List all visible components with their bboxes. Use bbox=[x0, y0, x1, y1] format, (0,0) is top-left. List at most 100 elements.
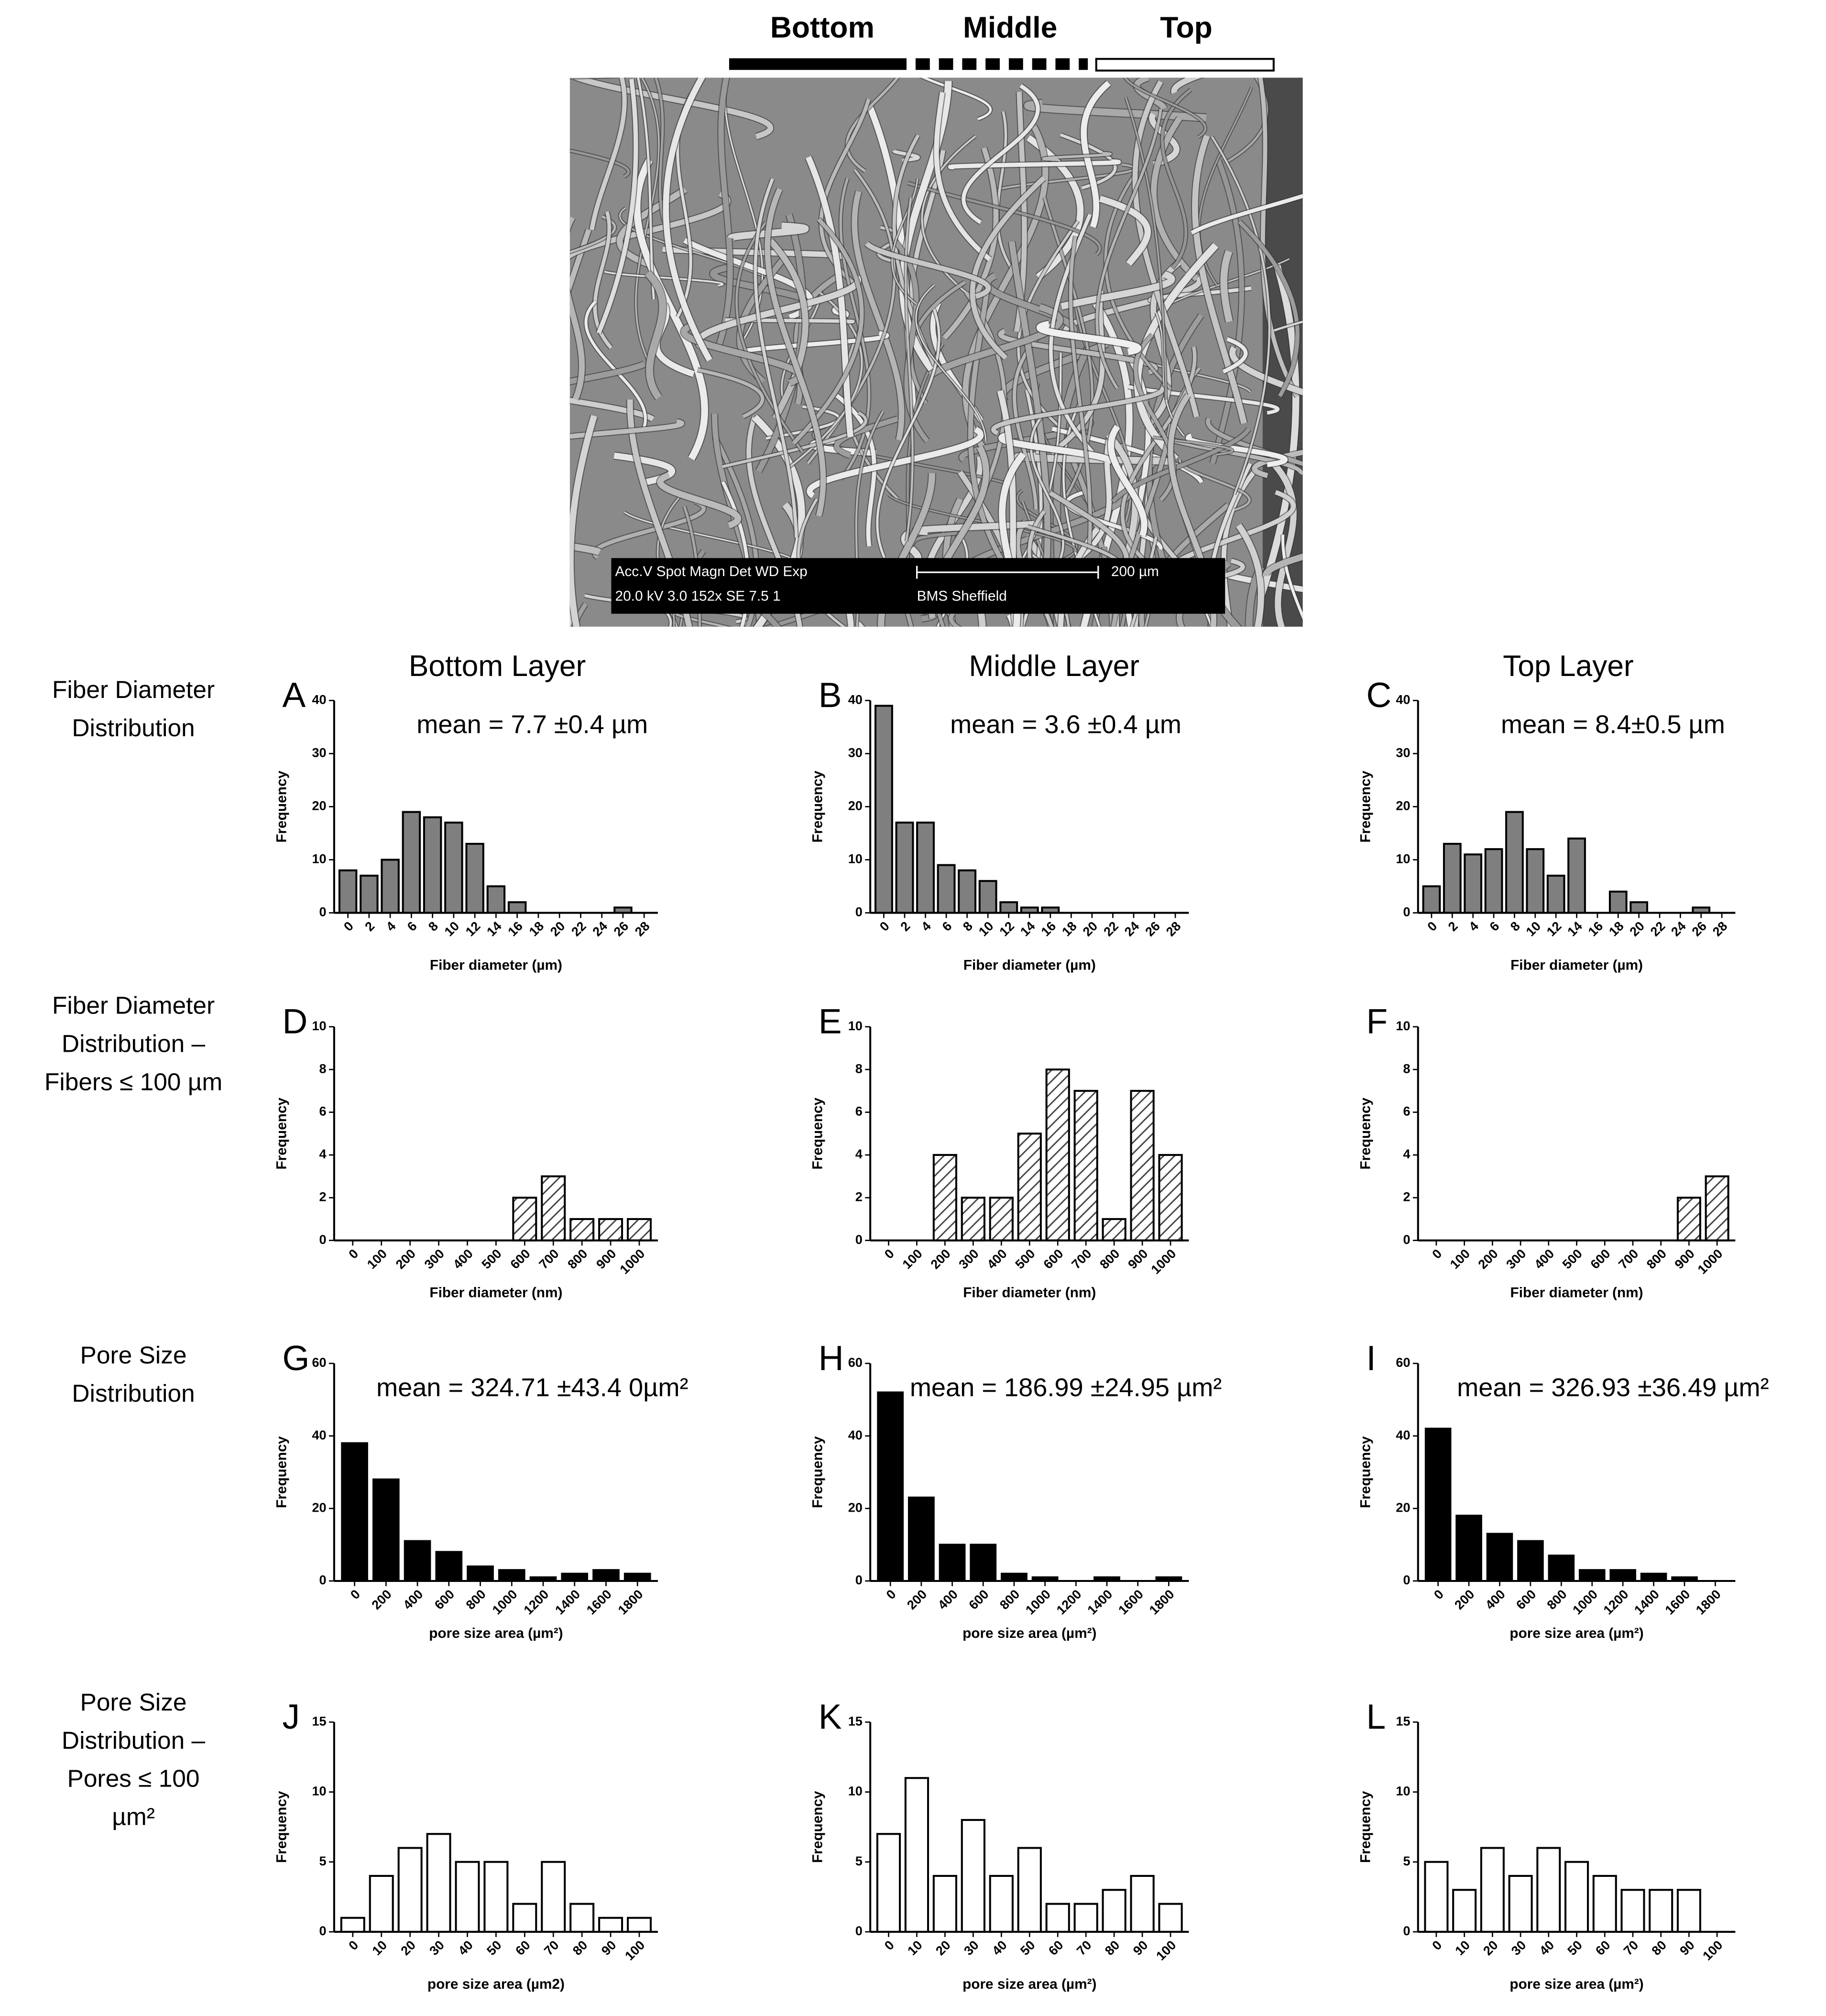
sem-fiber bbox=[1024, 100, 1207, 122]
bar bbox=[569, 1903, 595, 1933]
row-label: Fiber Diameter bbox=[52, 676, 215, 703]
x-tick-label: 20 bbox=[1080, 918, 1100, 939]
bar bbox=[1640, 1572, 1667, 1582]
x-tick-label: 70 bbox=[1073, 1938, 1094, 1958]
y-tick-label: 5 bbox=[1403, 1853, 1410, 1868]
bar bbox=[1609, 1569, 1636, 1582]
x-tick-label: 200 bbox=[1475, 1246, 1501, 1272]
sem-fiber bbox=[673, 592, 676, 627]
x-tick-label: 300 bbox=[421, 1246, 447, 1272]
sem-fiber bbox=[892, 149, 920, 162]
panel-letter: G bbox=[283, 1339, 310, 1378]
sem-fiber bbox=[654, 77, 665, 222]
bar bbox=[1508, 1874, 1533, 1933]
x-tick-label: 800 bbox=[1643, 1246, 1669, 1272]
bar bbox=[895, 821, 914, 914]
mean-annotation: mean = 324.71 ±43.4 0µm² bbox=[376, 1373, 689, 1402]
x-axis-label: Fiber diameter (µm) bbox=[430, 957, 562, 973]
sem-fiber bbox=[736, 331, 889, 355]
sem-fiber bbox=[569, 543, 601, 556]
y-tick-label: 2 bbox=[1403, 1189, 1410, 1204]
x-tick-label: 24 bbox=[1668, 918, 1689, 939]
x-tick-label: 100 bbox=[364, 1246, 390, 1272]
x-tick-label: 600 bbox=[507, 1246, 533, 1272]
y-tick-label: 0 bbox=[319, 1572, 327, 1587]
bar bbox=[1592, 1874, 1617, 1933]
panel-letter: J bbox=[283, 1698, 300, 1736]
sem-fiber bbox=[884, 71, 917, 73]
y-tick-label: 0 bbox=[319, 1232, 327, 1247]
x-tick-label: 22 bbox=[1101, 918, 1121, 939]
bar bbox=[1102, 1218, 1126, 1242]
x-tick-label: 700 bbox=[1616, 1246, 1641, 1272]
panel-letter: K bbox=[819, 1698, 842, 1736]
x-tick-label: 24 bbox=[590, 918, 610, 939]
sem-fiber bbox=[926, 632, 962, 650]
x-tick-label: 20 bbox=[933, 1938, 953, 1958]
x-tick-label: 400 bbox=[935, 1587, 961, 1613]
y-tick-label: 40 bbox=[1396, 1428, 1410, 1442]
panel-letter: F bbox=[1366, 1003, 1388, 1041]
y-tick-label: 40 bbox=[312, 692, 326, 707]
bar bbox=[1073, 1090, 1098, 1242]
sem-fiber bbox=[657, 472, 742, 529]
y-tick-label: 4 bbox=[319, 1146, 327, 1161]
y-tick-label: 6 bbox=[1403, 1104, 1410, 1119]
x-axis-label: Fiber diameter (nm) bbox=[1510, 1285, 1643, 1301]
sem-fiber bbox=[679, 602, 683, 627]
sem-fiber bbox=[573, 77, 774, 140]
bar bbox=[904, 1777, 929, 1933]
bar bbox=[1526, 848, 1545, 914]
sem-fiber bbox=[569, 414, 598, 627]
y-tick-label: 30 bbox=[312, 745, 326, 760]
x-tick-label: 300 bbox=[1503, 1246, 1529, 1272]
sem-fiber bbox=[569, 215, 616, 253]
x-tick-label: 400 bbox=[1531, 1246, 1557, 1272]
y-tick-label: 40 bbox=[1396, 692, 1410, 707]
y-tick-label: 40 bbox=[848, 692, 863, 707]
x-tick-label: 500 bbox=[1559, 1246, 1585, 1272]
y-tick-label: 10 bbox=[312, 1018, 326, 1033]
sem-fiber bbox=[996, 111, 1016, 274]
sem-fiber bbox=[1220, 250, 1233, 323]
x-tick-label: 100 bbox=[1700, 1938, 1726, 1963]
sem-fiber bbox=[1191, 194, 1303, 235]
x-tick-label: 700 bbox=[1069, 1246, 1094, 1272]
x-tick-label: 70 bbox=[1620, 1938, 1641, 1958]
bar bbox=[932, 1874, 957, 1933]
sem-image bbox=[569, 71, 1303, 650]
bar bbox=[404, 1540, 431, 1582]
y-tick-label: 30 bbox=[848, 745, 863, 760]
x-tick-label: 6 bbox=[1487, 918, 1502, 934]
x-tick-label: 60 bbox=[1045, 1938, 1066, 1958]
x-tick-label: 30 bbox=[426, 1938, 447, 1958]
sem-scale: 200 µm bbox=[1111, 564, 1159, 579]
sem-fiber bbox=[1021, 389, 1043, 627]
layer-label: Top bbox=[1160, 11, 1213, 44]
sem-fiber bbox=[819, 98, 871, 286]
bar bbox=[1705, 1175, 1729, 1242]
sem-fiber bbox=[1200, 601, 1213, 627]
sem-fiber bbox=[891, 178, 918, 305]
sem-fiber bbox=[1134, 243, 1219, 462]
sem-fiber bbox=[1021, 352, 1062, 561]
x-tick-label: 20 bbox=[1480, 1938, 1501, 1958]
bar bbox=[1480, 1847, 1505, 1933]
bar bbox=[1045, 1068, 1070, 1242]
x-tick-label: 80 bbox=[1649, 1938, 1669, 1958]
y-tick-label: 6 bbox=[319, 1104, 327, 1119]
x-tick-label: 16 bbox=[505, 918, 525, 939]
sem-fiber bbox=[768, 239, 809, 420]
x-tick-label: 12 bbox=[462, 918, 483, 939]
sem-fiber bbox=[928, 304, 1063, 378]
sem-fiber bbox=[949, 611, 961, 627]
sem-fiber bbox=[962, 84, 1040, 224]
sem-fiber bbox=[722, 411, 867, 468]
y-tick-label: 0 bbox=[855, 1232, 863, 1247]
y-axis-label: Frequency bbox=[273, 771, 289, 843]
x-tick-label: 1400 bbox=[1084, 1587, 1115, 1618]
sem-fiber bbox=[948, 159, 1121, 170]
sem-fiber bbox=[915, 284, 986, 441]
x-tick-label: 200 bbox=[1452, 1587, 1477, 1613]
bar bbox=[623, 1572, 651, 1582]
